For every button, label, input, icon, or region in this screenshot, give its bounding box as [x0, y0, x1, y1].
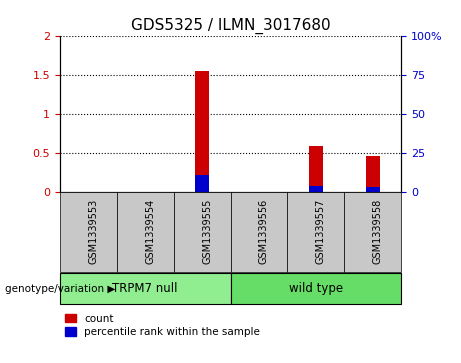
Bar: [344, 192, 401, 272]
Bar: [117, 192, 174, 272]
Title: GDS5325 / ILMN_3017680: GDS5325 / ILMN_3017680: [130, 17, 331, 33]
Bar: [230, 192, 287, 272]
Bar: [60, 273, 230, 304]
Bar: [366, 187, 380, 192]
Text: GSM1339553: GSM1339553: [89, 199, 98, 264]
Text: GSM1339556: GSM1339556: [259, 199, 269, 264]
Legend: count, percentile rank within the sample: count, percentile rank within the sample: [65, 314, 260, 337]
Bar: [60, 192, 117, 272]
Text: wild type: wild type: [289, 282, 343, 295]
Bar: [366, 156, 380, 192]
Text: GSM1339557: GSM1339557: [316, 199, 326, 264]
Text: GSM1339558: GSM1339558: [372, 199, 383, 264]
Bar: [174, 192, 230, 272]
Text: TRPM7 null: TRPM7 null: [112, 282, 178, 295]
Bar: [195, 175, 209, 192]
Bar: [309, 186, 323, 192]
Bar: [195, 72, 209, 192]
Bar: [230, 273, 401, 304]
Text: GSM1339554: GSM1339554: [145, 199, 155, 264]
Bar: [287, 192, 344, 272]
Bar: [309, 146, 323, 192]
Text: GSM1339555: GSM1339555: [202, 199, 212, 264]
Text: genotype/variation ▶: genotype/variation ▶: [5, 284, 115, 294]
